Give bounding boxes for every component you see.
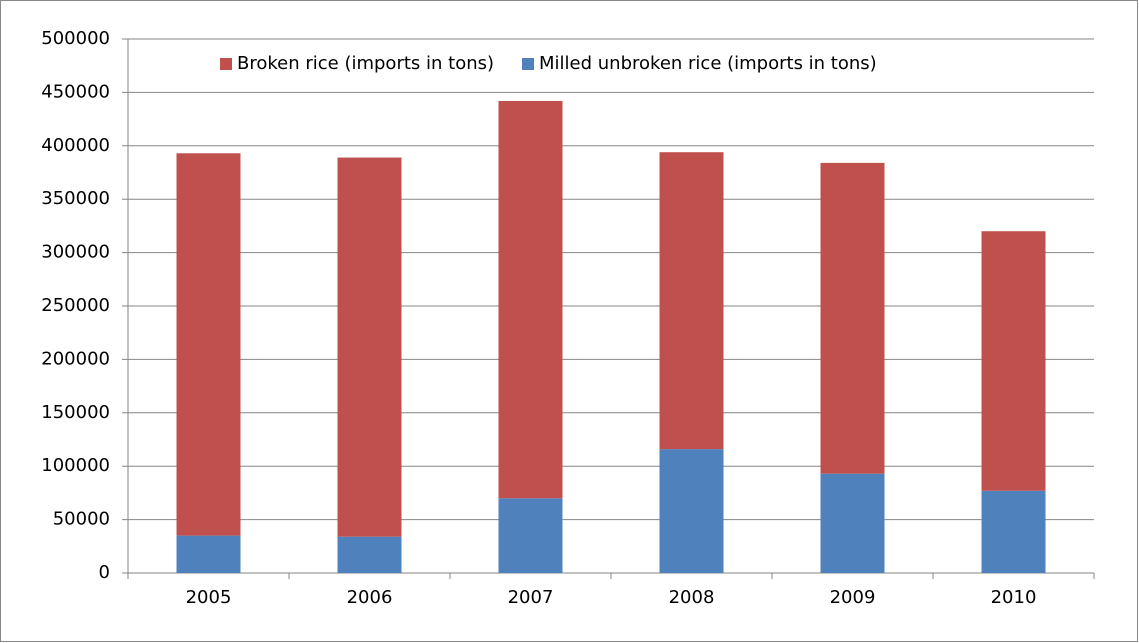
bar-segment	[337, 536, 402, 573]
legend-label: Milled unbroken rice (imports in tons)	[539, 53, 877, 74]
x-tick-label: 2005	[186, 587, 232, 608]
y-tick-label: 100000	[41, 455, 110, 476]
y-tick-label: 400000	[41, 135, 110, 156]
bar-segment	[820, 162, 885, 474]
legend-label: Broken rice (imports in tons)	[237, 53, 494, 74]
y-tick-label: 450000	[41, 81, 110, 102]
x-tick-label: 2009	[830, 587, 876, 608]
x-tick-label: 2008	[669, 587, 715, 608]
bar-segment	[337, 157, 402, 537]
x-tick-label: 2007	[508, 587, 554, 608]
y-tick-label: 500000	[41, 28, 110, 49]
y-tick-label: 0	[99, 562, 110, 583]
bar-segment	[820, 473, 885, 573]
y-tick-label: 350000	[41, 188, 110, 209]
y-tick-label: 200000	[41, 348, 110, 369]
bar-segment	[498, 498, 563, 573]
bar-segment	[498, 100, 563, 499]
x-tick-label: 2006	[347, 587, 393, 608]
y-tick-label: 300000	[41, 242, 110, 263]
y-tick-label: 250000	[41, 295, 110, 316]
x-tick-label: 2010	[991, 587, 1037, 608]
y-tick-label: 150000	[41, 402, 110, 423]
bar-segment	[176, 535, 241, 573]
bar-segment	[659, 449, 724, 573]
bar-segment	[981, 490, 1046, 573]
bar-segment	[659, 152, 724, 450]
legend-swatch	[522, 58, 535, 70]
y-tick-label: 50000	[53, 509, 110, 530]
bar-segment	[981, 231, 1046, 491]
legend-swatch	[220, 58, 232, 70]
bar-segment	[176, 153, 241, 536]
